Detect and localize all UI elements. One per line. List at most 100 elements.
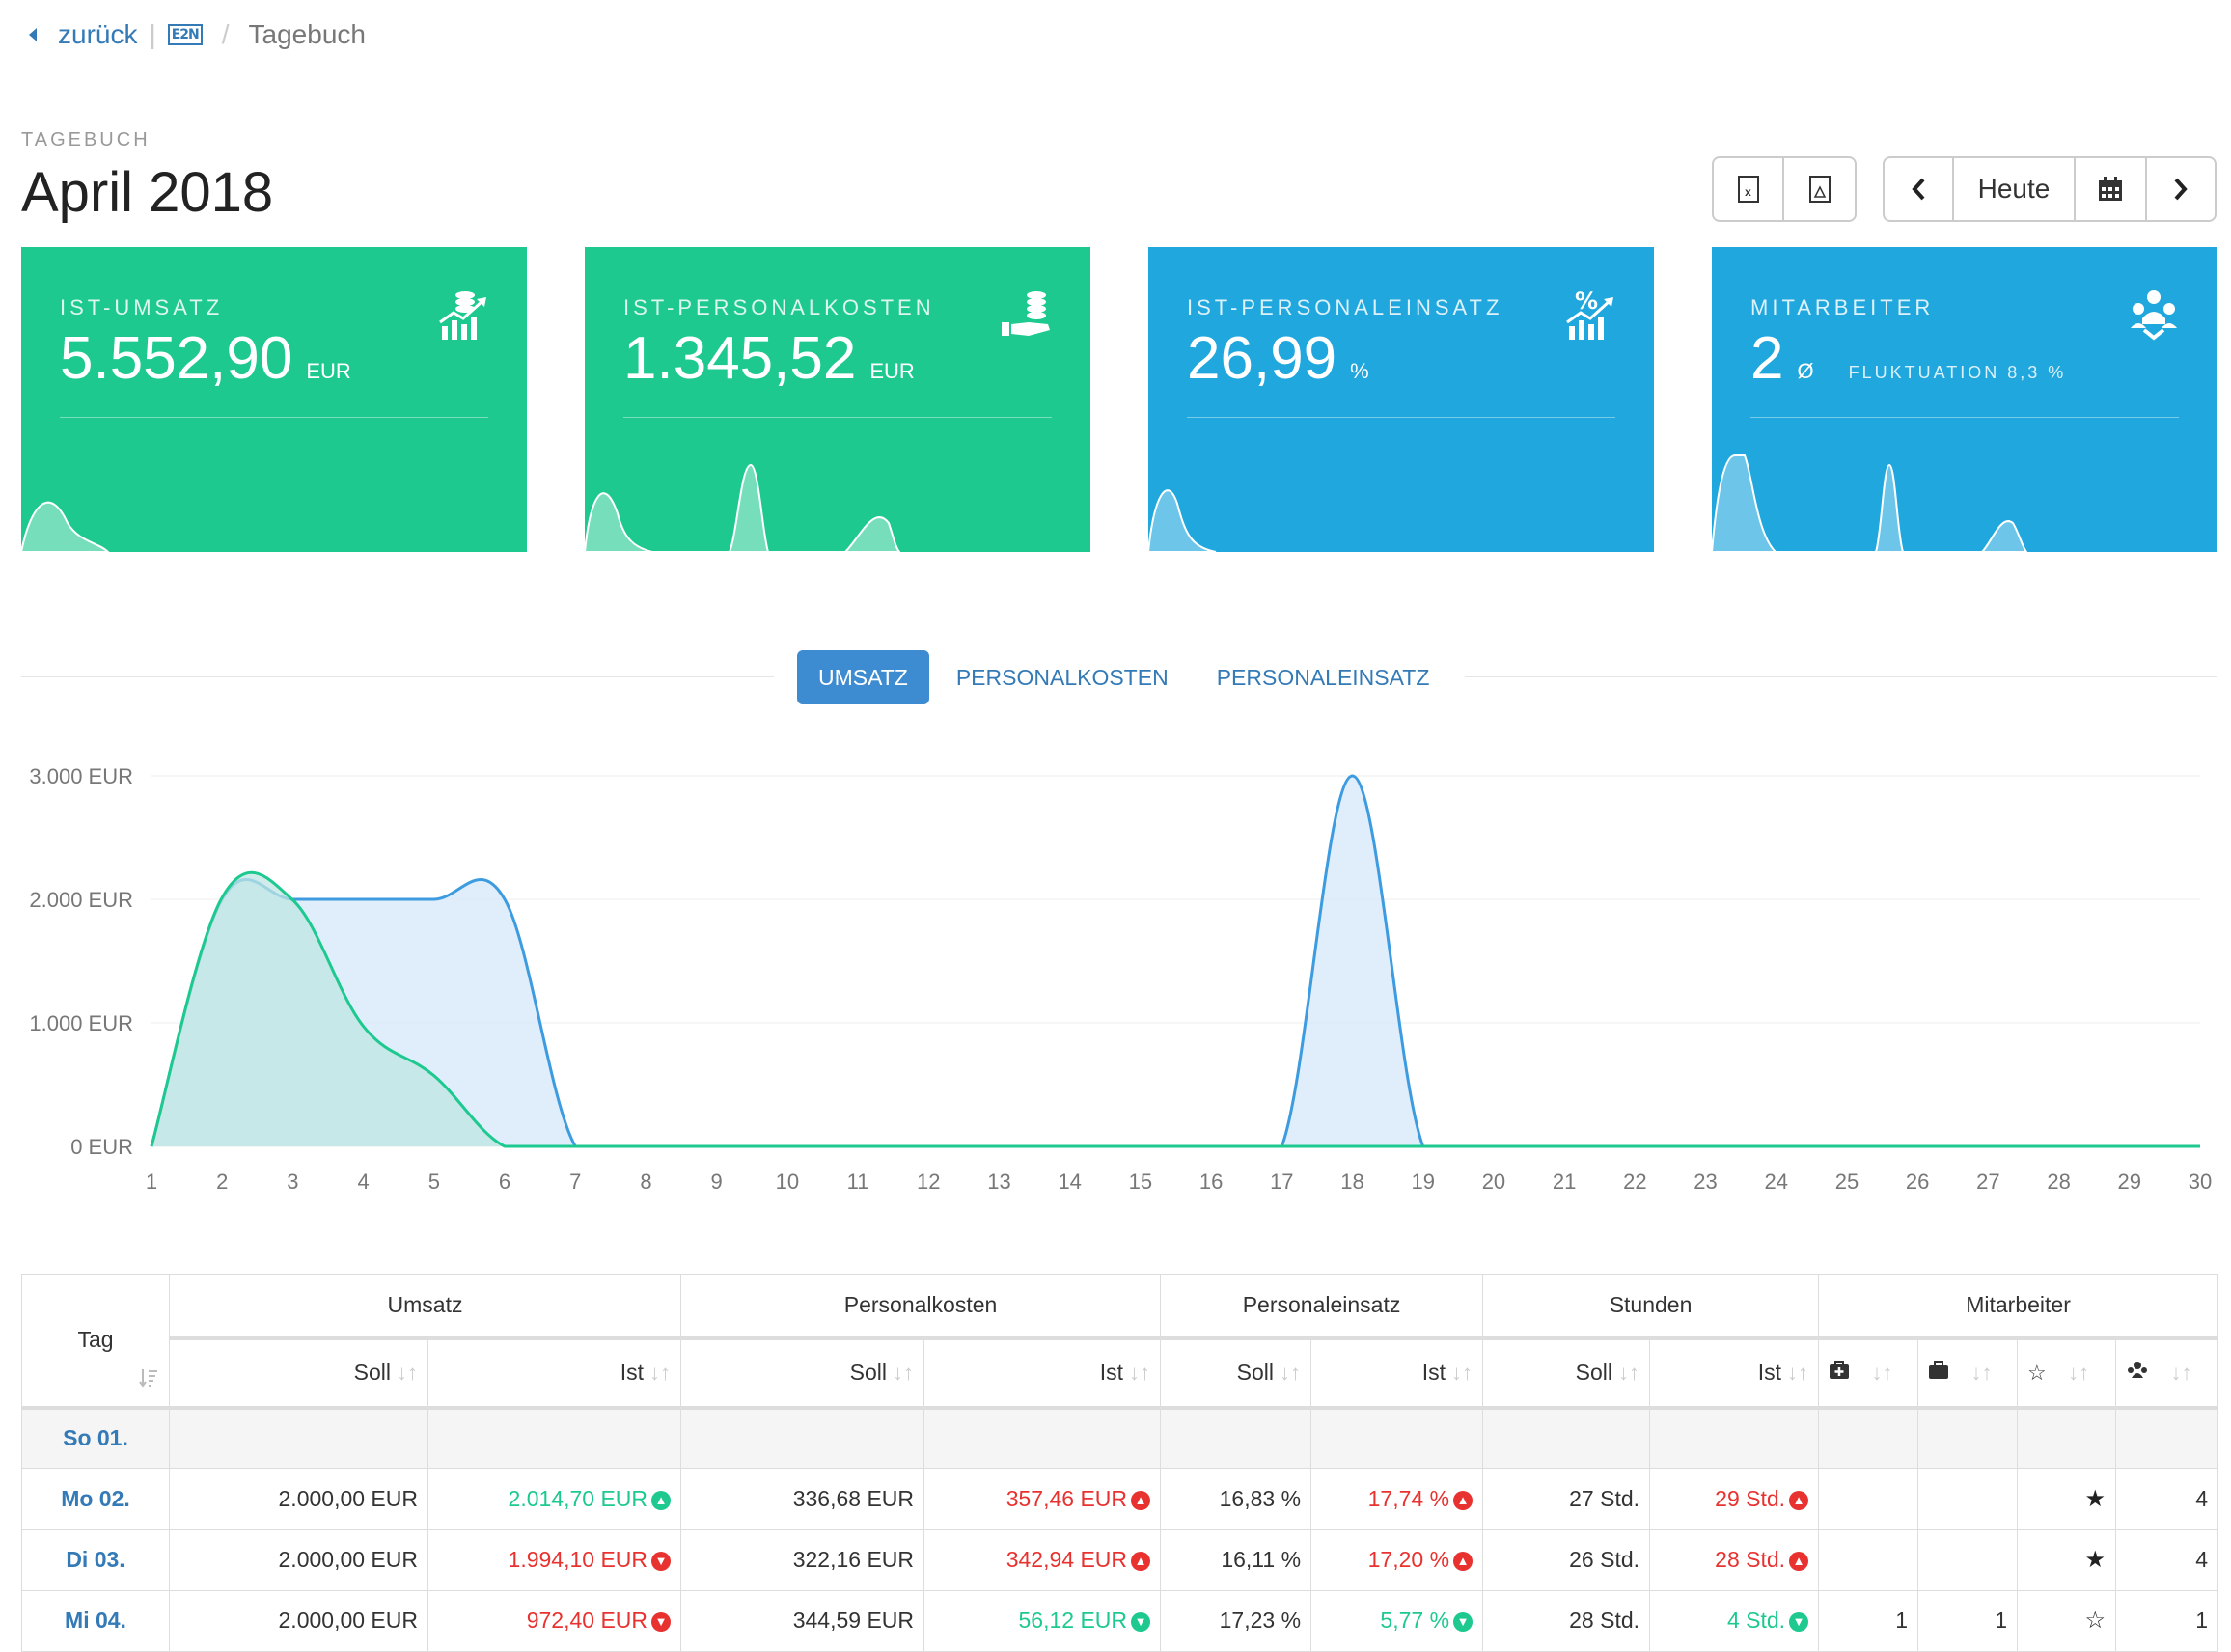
x-tick-label: 4 (357, 1170, 369, 1194)
table-cell: 2.014,70 EUR ▲ (427, 1468, 682, 1530)
kpi-divider (60, 417, 488, 418)
kpi-value: 5.552,90 (60, 325, 293, 392)
arrow-up-circle-icon: ▲ (1789, 1552, 1809, 1572)
table-cell: 27 Std. (1482, 1468, 1651, 1530)
col-stunden-ist[interactable]: Ist ↓↑ (1649, 1337, 1820, 1410)
arrow-down-circle-icon: ▼ (1789, 1612, 1809, 1633)
kpi-card-mitarbeiter[interactable]: MITARBEITER 2 Ø FLUKTUATION 8,3 % (1712, 247, 2217, 552)
day-link[interactable]: Mo 02. (21, 1468, 170, 1530)
chevron-left-icon (1912, 178, 1925, 201)
tab-personaleinsatz[interactable]: PERSONALEINSATZ (1216, 664, 1430, 690)
x-tick-label: 17 (1270, 1170, 1293, 1194)
calendar-icon (2099, 177, 2122, 201)
day-link[interactable]: So 01. (21, 1406, 170, 1470)
x-tick-label: 10 (776, 1170, 799, 1194)
export-excel-button[interactable]: x (1714, 158, 1784, 220)
sort-icon: ↓↑ (1618, 1361, 1640, 1385)
col-personalkosten-ist[interactable]: Ist ↓↑ (923, 1337, 1162, 1410)
table-cell (680, 1406, 925, 1470)
next-month-button[interactable] (2147, 158, 2215, 220)
table-row[interactable]: Di 03. 2.000,00 EUR 1.994,10 EUR ▼ 322,16 EU… (21, 1528, 2219, 1591)
series-area-soll (151, 776, 2200, 1146)
group-stunden: Stunden (1482, 1274, 1820, 1340)
col-krank[interactable]: ↓↑ (1818, 1337, 1919, 1410)
table-cell: 342,94 EUR ▲ (923, 1528, 1162, 1591)
pdf-file-icon (1808, 176, 1831, 203)
col-umsatz-soll[interactable]: Soll ↓↑ (169, 1337, 428, 1410)
kpi-unit: EUR (306, 359, 351, 383)
table-cell: 16,11 % (1160, 1528, 1312, 1591)
table-cell: ☆ (2017, 1589, 2117, 1652)
day-link[interactable]: Mi 04. (21, 1589, 170, 1652)
col-umsatz-ist[interactable]: Ist ↓↑ (427, 1337, 682, 1410)
y-tick-label: 2.000 EUR (29, 888, 133, 912)
group-personaleinsatz: Personaleinsatz (1160, 1274, 1484, 1340)
sort-icon[interactable] (138, 1367, 159, 1394)
table-cell (1917, 1528, 2019, 1591)
x-tick-label: 16 (1199, 1170, 1223, 1194)
tab-personalkosten[interactable]: PERSONALKOSTEN (955, 664, 1169, 690)
caret-left-icon[interactable] (29, 28, 37, 41)
x-tick-label: 22 (1623, 1170, 1646, 1194)
today-button[interactable]: Heute (1954, 158, 2076, 220)
back-link[interactable]: zurück (58, 19, 138, 49)
page-kicker: TAGEBUCH (21, 129, 151, 151)
day-link[interactable]: Di 03. (21, 1528, 170, 1591)
x-tick-label: 5 (428, 1170, 440, 1194)
kpi-unit: Ø (1797, 359, 1814, 383)
table-cell (1482, 1406, 1651, 1470)
x-tick-label: 21 (1553, 1170, 1576, 1194)
excel-file-icon: x (1737, 176, 1759, 203)
table-cell (1917, 1468, 2019, 1530)
col-tag[interactable]: Tag (21, 1274, 170, 1410)
table-row[interactable]: Mi 04. 2.000,00 EUR 972,40 EUR ▼ 344,59 EUR 5… (21, 1589, 2219, 1652)
breadcrumb-separator: | (149, 19, 156, 49)
table-cell: ★ (2017, 1468, 2117, 1530)
kpi-fluktuation: FLUKTUATION 8,3 % (1848, 363, 2067, 382)
team-icon (2131, 290, 2177, 341)
date-nav-group: Heute (1883, 156, 2217, 222)
chart-tabs: UMSATZ PERSONALKOSTEN PERSONALEINSATZ (797, 650, 1450, 704)
kpi-card-umsatz[interactable]: IST-UMSATZ 5.552,90 EUR (21, 247, 527, 552)
kpi-sparkline (1148, 489, 1217, 552)
table-cell (2017, 1406, 2117, 1470)
prev-month-button[interactable] (1885, 158, 1954, 220)
kpi-card-personalkosten[interactable]: IST-PERSONALKOSTEN 1.345,52 EUR (585, 247, 1090, 552)
table-cell: 336,68 EUR (680, 1468, 925, 1530)
e2n-logo[interactable]: E2N (167, 24, 203, 45)
table-cell: 972,40 EUR ▼ (427, 1589, 682, 1652)
x-tick-label: 8 (640, 1170, 651, 1194)
table-cell: 357,46 EUR ▲ (923, 1468, 1162, 1530)
tab-umsatz[interactable]: UMSATZ (797, 650, 929, 704)
y-tick-label: 0 EUR (70, 1135, 133, 1159)
col-stunden-soll[interactable]: Soll ↓↑ (1482, 1337, 1651, 1410)
x-tick-label: 25 (1835, 1170, 1859, 1194)
col-urlaub[interactable]: ↓↑ (1917, 1337, 2019, 1410)
x-tick-label: 23 (1694, 1170, 1717, 1194)
col-bewertung[interactable]: ☆ ↓↑ (2017, 1337, 2117, 1410)
x-tick-label: 14 (1058, 1170, 1081, 1194)
table-cell: ★ (2017, 1528, 2117, 1591)
col-personaleinsatz-ist[interactable]: Ist ↓↑ (1310, 1337, 1484, 1410)
col-personaleinsatz-soll[interactable]: Soll ↓↑ (1160, 1337, 1312, 1410)
x-tick-label: 13 (987, 1170, 1010, 1194)
table-cell: 1.994,10 EUR ▼ (427, 1528, 682, 1591)
table-row[interactable]: So 01. (21, 1406, 2219, 1470)
arrow-up-circle-icon: ▲ (1131, 1552, 1151, 1572)
group-umsatz: Umsatz (168, 1274, 682, 1340)
kpi-card-personaleinsatz[interactable]: IST-PERSONALEINSATZ 26,99% % (1148, 247, 1654, 552)
table-cell (169, 1406, 428, 1470)
calendar-button[interactable] (2076, 158, 2147, 220)
breadcrumb: zurück | E2N / Tagebuch (29, 14, 366, 56)
arrow-up-circle-icon: ▲ (1789, 1490, 1809, 1510)
col-personalkosten-soll[interactable]: Soll ↓↑ (680, 1337, 925, 1410)
kpi-value: 26,99 (1187, 325, 1337, 392)
col-anzahl[interactable]: ↓↑ (2115, 1337, 2219, 1410)
x-tick-label: 28 (2047, 1170, 2070, 1194)
kpi-sparkline (585, 463, 901, 552)
table-row[interactable]: Mo 02. 2.000,00 EUR 2.014,70 EUR ▲ 336,68 EU… (21, 1468, 2219, 1530)
table-cell: 322,16 EUR (680, 1528, 925, 1591)
export-pdf-button[interactable] (1784, 158, 1855, 220)
kpi-label: IST-PERSONALEINSATZ (1187, 295, 1503, 319)
